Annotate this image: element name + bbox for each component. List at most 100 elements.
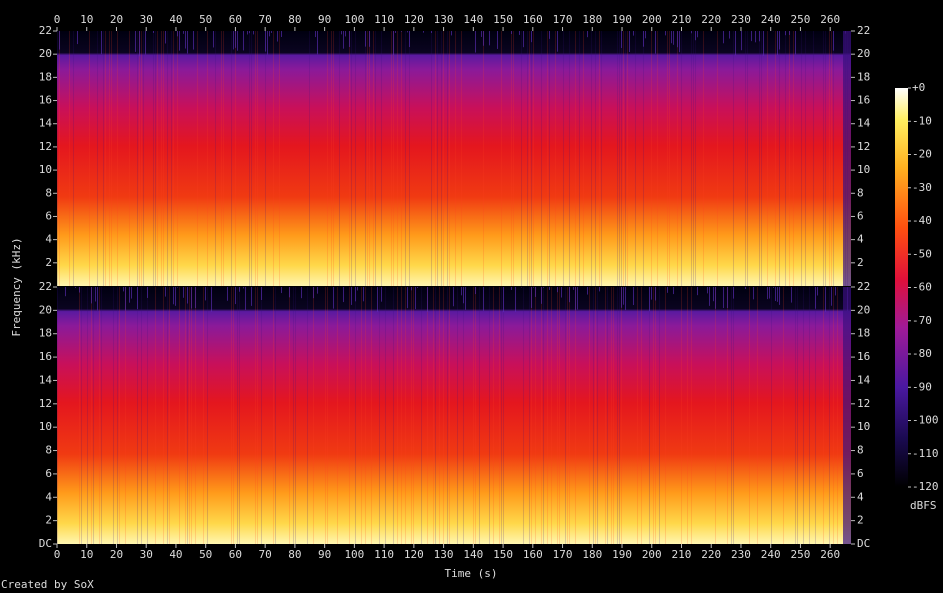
x-tick-label: 180 xyxy=(582,548,602,561)
spectrogram-stripe xyxy=(161,31,162,286)
spectrogram-stripe xyxy=(541,287,542,304)
spectrogram-stripe xyxy=(435,31,436,286)
spectrogram-stripe xyxy=(271,31,272,33)
x-tick-label: 80 xyxy=(288,548,301,561)
spectrogram-stripe xyxy=(831,287,832,306)
spectrogram-stripe xyxy=(651,287,652,300)
spectrogram-stripe xyxy=(643,31,644,47)
spectrogram-stripe xyxy=(77,31,78,45)
spectrogram-stripe xyxy=(447,31,448,286)
spectrogram-stripe xyxy=(267,31,268,55)
spectrogram-stripe xyxy=(337,287,338,544)
spectrogram-stripe xyxy=(293,287,294,544)
y-tick-label: 14 xyxy=(857,117,871,130)
spectrogram-stripe xyxy=(733,31,734,286)
spectrogram-fade xyxy=(843,31,851,286)
spectrogram-stripe xyxy=(727,287,728,309)
spectrogram-stripe xyxy=(733,287,734,544)
x-tick-label: 160 xyxy=(523,13,543,26)
x-tick-label: 160 xyxy=(523,548,543,561)
spectrogram-stripe xyxy=(349,31,350,47)
spectrogram-stripe xyxy=(461,31,462,286)
spectrogram-stripe xyxy=(255,287,256,544)
spectrogram-stripe xyxy=(289,287,290,298)
spectrogram-stripe xyxy=(93,287,94,544)
colorbar-tick-label: -30 xyxy=(912,181,932,194)
spectrogram-stripe xyxy=(543,287,544,288)
spectrogram-stripe xyxy=(815,287,816,544)
spectrogram-stripe xyxy=(667,287,668,293)
spectrogram-stripe xyxy=(313,287,314,299)
x-tick-label: 260 xyxy=(820,548,840,561)
y-tick-label: 10 xyxy=(39,163,52,176)
spectrogram-stripe xyxy=(255,31,256,286)
spectrogram-stripe xyxy=(665,31,666,36)
spectrogram-stripe xyxy=(355,287,356,544)
spectrogram-stripe xyxy=(567,287,568,544)
spectrogram-stripe xyxy=(533,31,534,286)
spectrogram-stripe xyxy=(177,31,178,286)
spectrogram-stripe xyxy=(179,31,180,51)
spectrogram-stripe xyxy=(273,287,274,544)
spectrogram-stripe xyxy=(251,287,252,306)
y-tick-label: 18 xyxy=(39,327,52,340)
spectrogram-stripe xyxy=(105,31,106,286)
spectrogram-stripe xyxy=(829,287,830,544)
spectrogram-stripe xyxy=(441,31,442,286)
spectrogram-stripe xyxy=(281,287,282,294)
spectrogram-stripe xyxy=(659,287,660,544)
spectrogram-stripe xyxy=(57,31,58,286)
spectrogram-stripe xyxy=(191,287,192,544)
spectrogram-stripe xyxy=(79,287,80,293)
spectrogram-stripe xyxy=(145,31,146,55)
y-tick-label: 12 xyxy=(39,397,52,410)
spectrogram-stripe xyxy=(261,287,262,544)
spectrogram-stripe xyxy=(367,31,368,286)
spectrogram-stripe xyxy=(641,287,642,544)
y-axis-label: Frequency (kHz) xyxy=(10,237,23,336)
spectrogram-stripe xyxy=(393,287,394,544)
spectrogram-stripe xyxy=(351,287,352,305)
spectrogram-stripe xyxy=(187,287,188,304)
spectrogram-stripe xyxy=(677,31,678,48)
spectrogram-stripe xyxy=(187,31,188,54)
spectrogram-stripe xyxy=(173,31,174,286)
spectrogram-stripe xyxy=(163,287,164,544)
spectrogram-stripe xyxy=(165,31,166,44)
x-tick-label: 30 xyxy=(140,13,153,26)
y-tick-label: 10 xyxy=(39,420,52,433)
x-tick-label: 140 xyxy=(463,13,483,26)
spectrogram-stripe xyxy=(489,287,490,544)
spectrogram-stripe xyxy=(761,31,762,286)
spectrogram-stripe xyxy=(769,287,770,299)
spectrogram-stripe xyxy=(733,287,734,299)
y-tick-label: 4 xyxy=(857,233,864,246)
x-tick-label: 90 xyxy=(318,13,331,26)
spectrogram-stripe xyxy=(809,287,810,544)
spectrogram-stripe xyxy=(475,287,476,544)
y-tick-label: DC xyxy=(857,537,870,550)
spectrogram-stripe xyxy=(137,287,138,544)
spectrogram-stripe xyxy=(569,31,570,286)
spectrogram-stripe xyxy=(463,287,464,304)
spectrogram-stripe xyxy=(397,31,398,286)
spectrogram-stripe xyxy=(407,31,408,33)
spectrogram-stripe xyxy=(453,287,454,307)
spectrogram-stripe xyxy=(833,31,834,286)
spectrogram-stripe xyxy=(407,287,408,309)
spectrogram-stripe xyxy=(333,31,334,286)
spectrogram-stripe xyxy=(169,287,170,544)
spectrogram-stripe xyxy=(795,287,796,544)
spectrogram-stripe xyxy=(665,287,666,544)
spectrogram-stripe xyxy=(623,287,624,305)
spectrogram-stripe xyxy=(499,287,500,544)
spectrogram-stripe xyxy=(793,31,794,286)
spectrogram xyxy=(57,31,851,286)
spectrogram-stripe xyxy=(763,31,764,56)
spectrogram-stripe xyxy=(691,287,692,544)
spectrogram-stripe xyxy=(183,287,184,298)
spectrogram-stripe xyxy=(455,31,456,286)
spectrogram-stripe xyxy=(257,31,258,286)
spectrogram-stripe xyxy=(775,287,776,302)
